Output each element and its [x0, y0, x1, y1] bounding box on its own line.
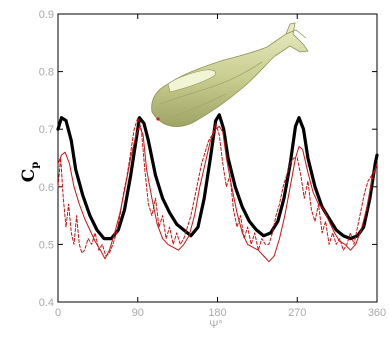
axis-tick-labels: 0 90 180 270 360 0.4 0.5 0.6 0.7 0.8 0.9 — [39, 9, 386, 319]
x-tick-label-180: 180 — [208, 307, 226, 319]
y-tick-label-0.7: 0.7 — [39, 124, 54, 136]
x-tick-label-90: 90 — [132, 307, 144, 319]
y-axis-title: Cp — [19, 162, 41, 183]
x-tick-label-0: 0 — [55, 307, 61, 319]
y-tick-label-0.6: 0.6 — [39, 182, 54, 194]
y-tick-label-0.9: 0.9 — [39, 9, 54, 21]
data-series — [56, 113, 379, 263]
series-line-red-solid — [57, 125, 378, 263]
x-axis-title: Ψ° — [209, 319, 223, 331]
helicopter-fuselage-image — [151, 22, 309, 127]
plot-frame — [57, 13, 378, 303]
series-line-black-thick — [56, 113, 379, 241]
y-tick-label-0.8: 0.8 — [39, 67, 54, 79]
y-tick-label-0.5: 0.5 — [39, 239, 54, 251]
y-axis-title-main: C — [19, 169, 39, 183]
y-axis-title-sub: p — [30, 162, 41, 169]
x-tick-label-270: 270 — [288, 307, 306, 319]
x-tick-label-360: 360 — [368, 307, 386, 319]
axis-ticks — [57, 13, 378, 303]
y-tick-label-0.4: 0.4 — [39, 297, 54, 309]
series-line-red-dashed — [57, 117, 378, 257]
